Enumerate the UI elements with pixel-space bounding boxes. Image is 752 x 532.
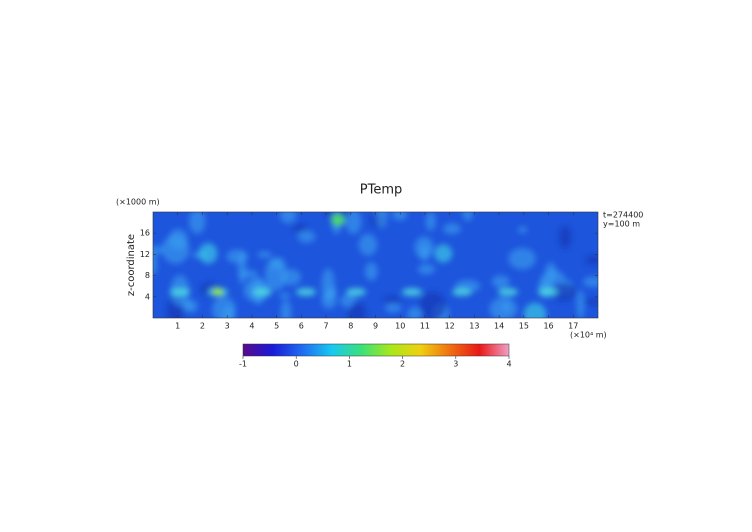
swirl <box>418 291 446 318</box>
swirl <box>237 251 247 285</box>
swirl <box>383 296 401 304</box>
chart-title: PTemp <box>360 183 403 198</box>
swirl <box>585 255 598 266</box>
swirl <box>550 282 577 302</box>
swirl <box>153 251 158 276</box>
x-tick-label: 1 <box>175 322 180 331</box>
swirl <box>558 225 572 249</box>
colorbar-tick-label: 2 <box>400 360 405 369</box>
x-tick-label: 4 <box>249 322 254 331</box>
swirl <box>358 233 378 256</box>
swirl <box>582 298 598 306</box>
swirl <box>252 288 272 296</box>
swirl <box>321 291 337 309</box>
swirl <box>292 224 308 233</box>
y-tick-label: 16 <box>140 229 150 238</box>
swirl <box>188 212 206 234</box>
swirl <box>385 303 402 313</box>
swirl <box>443 223 461 235</box>
swirl <box>434 244 453 263</box>
x-tick-label: 10 <box>395 322 405 331</box>
swirl <box>489 297 518 318</box>
y-axis-label: z-coordinate <box>126 234 137 296</box>
swirl <box>392 212 408 221</box>
x-tick-label: 3 <box>225 322 230 331</box>
swirl <box>257 251 272 259</box>
swirl <box>213 288 223 296</box>
x-tick-label: 15 <box>519 322 529 331</box>
x-tick-label: 7 <box>324 322 329 331</box>
x-tick-label: 2 <box>200 322 205 331</box>
colorbar-tick-label: 1 <box>347 360 352 369</box>
x-unit: (×10⁴ m) <box>570 331 607 340</box>
colorbar-tick-label: 0 <box>294 360 299 369</box>
annotation: y=100 m <box>603 220 640 229</box>
swirl <box>508 247 536 270</box>
swirl <box>407 306 423 318</box>
swirl <box>170 288 190 296</box>
swirl <box>264 257 288 291</box>
x-tick-label: 13 <box>469 322 479 331</box>
x-tick-label: 8 <box>348 322 353 331</box>
swirl <box>538 288 558 296</box>
swirl <box>168 228 188 250</box>
swirl <box>198 242 218 264</box>
swirl <box>425 212 436 231</box>
x-tick-label: 17 <box>568 322 578 331</box>
swirl <box>296 288 316 296</box>
swirl <box>280 300 292 318</box>
y-tick-label: 4 <box>145 292 150 301</box>
swirl <box>211 296 236 318</box>
colorbar-tick-label: 4 <box>506 360 511 369</box>
y-tick-label: 12 <box>140 250 150 259</box>
colorbar <box>242 343 510 357</box>
swirl <box>419 244 430 262</box>
swirl <box>517 226 528 234</box>
swirl <box>239 269 258 279</box>
swirl <box>280 269 302 286</box>
swirl <box>346 288 366 296</box>
swirl <box>184 299 198 313</box>
swirl <box>582 276 598 288</box>
swirl <box>402 288 422 296</box>
x-tick-label: 12 <box>445 322 455 331</box>
swirl <box>452 288 472 296</box>
swirl <box>297 230 316 243</box>
swirl <box>417 264 435 275</box>
swirl <box>376 212 388 228</box>
x-tick-label: 14 <box>494 322 504 331</box>
swirl <box>523 302 547 318</box>
swirl <box>279 212 297 224</box>
colorbar-tick-label: 3 <box>453 360 458 369</box>
swirl <box>331 214 345 226</box>
x-tick-label: 5 <box>274 322 279 331</box>
swirl <box>462 212 473 221</box>
x-tick-label: 9 <box>373 322 378 331</box>
swirl <box>153 245 165 255</box>
swirl <box>491 275 510 288</box>
swirl <box>348 301 366 318</box>
y-tick-label: 8 <box>145 271 150 280</box>
swirl <box>364 262 378 281</box>
swirl <box>576 289 585 318</box>
annotation: t=274400 <box>603 211 643 220</box>
swirl <box>498 288 518 296</box>
swirl <box>279 292 291 299</box>
field-texture <box>153 212 598 318</box>
x-tick-label: 6 <box>299 322 304 331</box>
y-unit: (×1000 m) <box>116 198 160 207</box>
x-tick-label: 11 <box>420 322 430 331</box>
colorbar-tick-label: -1 <box>239 360 247 369</box>
swirl <box>545 262 557 283</box>
x-tick-label: 16 <box>543 322 553 331</box>
field <box>153 212 598 318</box>
swirl <box>345 212 362 235</box>
